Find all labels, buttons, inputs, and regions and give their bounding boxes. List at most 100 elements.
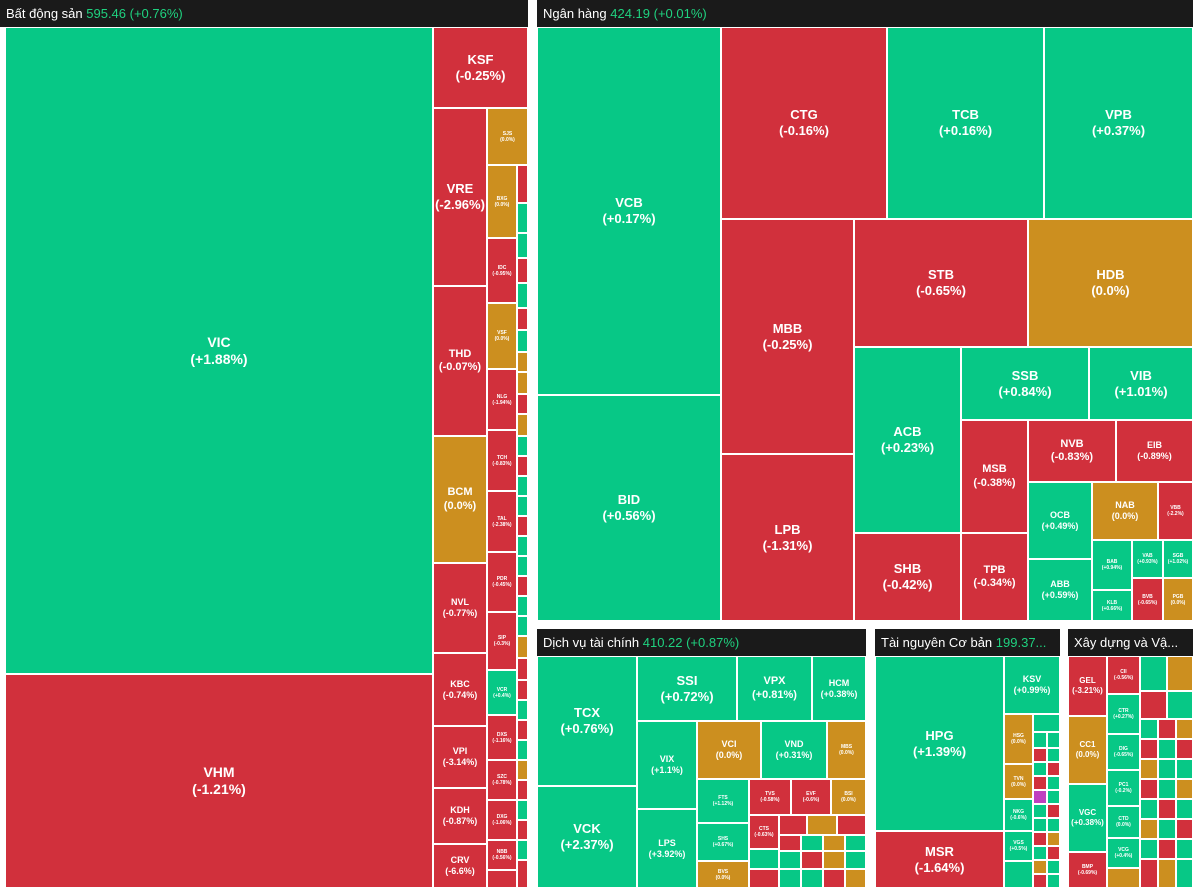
stock-tile-small[interactable] [1176,839,1193,859]
stock-tile-vpx[interactable]: VPX (+0.81%) [737,656,812,721]
stock-tile-small[interactable] [1158,779,1176,799]
stock-tile-crv[interactable]: CRV (-6.6%) [433,844,487,888]
stock-tile-small[interactable] [517,700,528,720]
stock-tile-small[interactable] [1047,790,1060,804]
stock-tile-small[interactable] [517,203,528,233]
stock-tile-tcx[interactable]: TCX (+0.76%) [537,656,637,786]
stock-tile-gel[interactable]: GEL (-3.21%) [1068,656,1107,716]
stock-tile-pc1[interactable]: PC1 (-0.2%) [1107,770,1140,806]
stock-tile-small[interactable] [517,258,528,283]
stock-tile-nlg[interactable]: NLG (-1.94%) [487,369,517,430]
stock-tile-ctr[interactable]: CTR (+0.27%) [1107,694,1140,734]
stock-tile-ssi[interactable]: SSI (+0.72%) [637,656,737,721]
stock-tile-small[interactable] [1047,860,1060,874]
stock-tile-small[interactable] [845,851,866,869]
stock-tile-small[interactable] [779,869,801,888]
stock-tile-small[interactable] [1176,759,1193,779]
sector-header[interactable]: Bất động sản 595.46 (+0.76%) [0,0,528,27]
stock-tile-ctg[interactable]: CTG (-0.16%) [721,27,887,219]
stock-tile-mbs[interactable]: MBS (0.0%) [827,721,866,779]
stock-tile-small[interactable] [517,636,528,658]
stock-tile-vnd[interactable]: VND (+0.31%) [761,721,827,779]
stock-tile-small[interactable] [517,456,528,476]
stock-tile-vab[interactable]: VAB (+0.93%) [1132,540,1163,578]
stock-tile-small[interactable] [1158,799,1176,819]
stock-tile-small[interactable] [1176,859,1193,888]
stock-tile-small[interactable] [517,352,528,372]
sector-header[interactable]: Xây dựng và Vậ... [1068,629,1193,656]
stock-tile-small[interactable] [1176,779,1193,799]
stock-tile-vcg[interactable]: VCG (+0.4%) [1107,838,1140,868]
stock-tile-bvs[interactable]: BVS (0.0%) [697,861,749,888]
stock-tile-dxg[interactable]: DXG (-1.06%) [487,800,517,840]
stock-tile-vgs[interactable]: VGS (+0.5%) [1004,831,1033,861]
stock-tile-small[interactable] [1033,748,1047,762]
stock-tile-vcr[interactable]: VCR (+0.4%) [487,670,517,715]
stock-tile-cts[interactable]: CTS (-0.63%) [749,815,779,849]
stock-tile-small[interactable] [1140,799,1158,819]
stock-tile-small[interactable] [1107,868,1140,888]
stock-tile-vck[interactable]: VCK (+2.37%) [537,786,637,888]
stock-tile-ksv[interactable]: KSV (+0.99%) [1004,656,1060,714]
stock-tile-kdh[interactable]: KDH (-0.87%) [433,788,487,844]
stock-tile-small[interactable] [779,815,807,835]
stock-tile-small[interactable] [1004,861,1033,888]
stock-tile-hsg[interactable]: HSG (0.0%) [1004,714,1033,764]
stock-tile-small[interactable] [823,869,845,888]
stock-tile-cc1[interactable]: CC1 (0.0%) [1068,716,1107,784]
stock-tile-small[interactable] [517,556,528,576]
stock-tile-tcb[interactable]: TCB (+0.16%) [887,27,1044,219]
stock-tile-small[interactable] [517,576,528,596]
stock-tile-small[interactable] [801,835,823,851]
stock-tile-small[interactable] [749,849,779,869]
stock-tile-tvn[interactable]: TVN (0.0%) [1004,764,1033,799]
stock-tile-small[interactable] [1167,656,1193,691]
stock-tile-small[interactable] [517,616,528,636]
stock-tile-small[interactable] [1140,691,1167,719]
stock-tile-ctd[interactable]: CTD (0.0%) [1107,806,1140,838]
stock-tile-small[interactable] [517,372,528,394]
stock-tile-small[interactable] [1033,732,1047,748]
stock-tile-shs[interactable]: SHS (+0.67%) [697,823,749,861]
stock-tile-small[interactable] [1140,779,1158,799]
stock-tile-tvs[interactable]: TVS (-0.58%) [749,779,791,815]
stock-tile-tal[interactable]: TAL (-2.38%) [487,491,517,552]
stock-tile-small[interactable] [1158,819,1176,839]
stock-tile-small[interactable] [1176,799,1193,819]
stock-tile-acb[interactable]: ACB (+0.23%) [854,347,961,533]
stock-tile-small[interactable] [517,394,528,414]
stock-tile-kbc[interactable]: KBC (-0.74%) [433,653,487,726]
stock-tile-vpi[interactable]: VPI (-3.14%) [433,726,487,788]
stock-tile-nvl[interactable]: NVL (-0.77%) [433,563,487,653]
sector-header[interactable]: Tài nguyên Cơ bản 199.37... [875,629,1060,656]
stock-tile-small[interactable] [517,760,528,780]
stock-tile-small[interactable] [801,869,823,888]
stock-tile-small[interactable] [1033,832,1047,846]
stock-tile-small[interactable] [517,330,528,352]
stock-tile-small[interactable] [1033,846,1047,860]
stock-tile-small[interactable] [1047,832,1060,846]
stock-tile-tch[interactable]: TCH (-0.83%) [487,430,517,491]
stock-tile-small[interactable] [517,165,528,203]
stock-tile-stb[interactable]: STB (-0.65%) [854,219,1028,347]
stock-tile-bcm[interactable]: BCM (0.0%) [433,436,487,563]
sector-header[interactable]: Ngân hàng 424.19 (+0.01%) [537,0,1193,27]
stock-tile-small[interactable] [1033,790,1047,804]
stock-tile-lps[interactable]: LPS (+3.92%) [637,809,697,888]
stock-tile-nbb[interactable]: NBB (-0.56%) [487,840,517,870]
stock-tile-small[interactable] [1047,874,1060,888]
stock-tile-small[interactable] [845,835,866,851]
stock-tile-small[interactable] [1140,739,1158,759]
stock-tile-szc[interactable]: SZC (-0.78%) [487,760,517,800]
stock-tile-sjs[interactable]: SJS (0.0%) [487,108,528,165]
stock-tile-bid[interactable]: BID (+0.56%) [537,395,721,621]
stock-tile-small[interactable] [1047,846,1060,860]
stock-tile-small[interactable] [517,820,528,840]
stock-tile-hpg[interactable]: HPG (+1.39%) [875,656,1004,831]
stock-tile-small[interactable] [749,869,779,888]
stock-tile-small[interactable] [1140,859,1158,888]
stock-tile-nab[interactable]: NAB (0.0%) [1092,482,1158,540]
stock-tile-small[interactable] [1047,804,1060,818]
stock-tile-nvb[interactable]: NVB (-0.83%) [1028,420,1116,482]
stock-tile-small[interactable] [517,536,528,556]
